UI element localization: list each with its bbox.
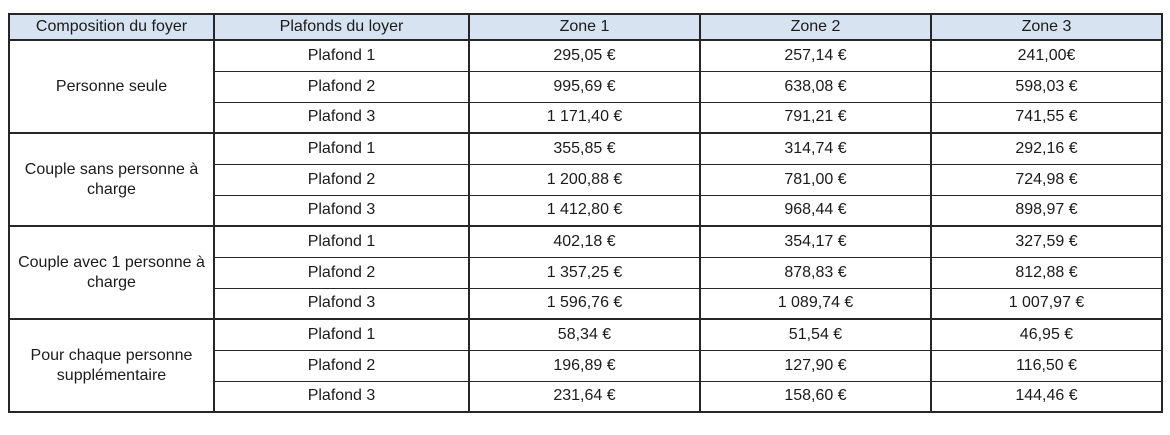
plafond-cell: Plafond 2 [213,349,470,382]
header-zone-1: Zone 1 [468,13,701,41]
zone-3-value-cell: 116,50 € [930,349,1163,382]
zone-1-value-cell: 995,69 € [468,70,701,103]
zone-2-value-cell: 354,17 € [699,225,932,258]
zone-3-value-cell: 292,16 € [930,132,1163,165]
plafond-cell: Plafond 3 [213,380,470,413]
plafond-cell: Plafond 3 [213,101,470,134]
table-row: Pour chaque personne supplémentaire Plafo… [8,318,1163,413]
plafond-cell: Plafond 2 [213,256,470,289]
rent-ceiling-table-container: Composition du foyer Plafonds du loyer Z… [8,13,1163,413]
header-plafonds-du-loyer: Plafonds du loyer [213,13,470,41]
plafond-cell: Plafond 2 [213,163,470,196]
rent-ceiling-table: Composition du foyer Plafonds du loyer Z… [8,13,1163,413]
zone-3-value-cell: 327,59 € [930,225,1163,258]
table-row: Couple sans personne à charge Plafond 1 35… [8,132,1163,227]
zone-3-value-cell: 898,97 € [930,194,1163,227]
plafond-cell: Plafond 3 [213,287,470,320]
table-row: Plafond 2 995,69 €638,08 €598,03 € [9,70,1163,103]
zone-3-value-cell: 724,98 € [930,163,1163,196]
zone-2-value-cell: 127,90 € [699,349,932,382]
zone-3-value-cell: 144,46 € [930,380,1163,413]
zone-1-value-cell: 355,85 € [468,132,701,165]
table-row: Couple avec 1 personne à charge Plafond 1… [8,225,1163,320]
plafond-cell: Plafond 1 [213,225,470,258]
zone-1-value-cell: 1 412,80 € [468,194,701,227]
zone-1-value-cell: 295,05 € [468,39,701,72]
household-composition-cell: Couple sans personne à charge [8,132,215,227]
plafond-cell: Plafond 2 [213,70,470,103]
zone-3-value-cell: 812,88 € [930,256,1163,289]
table-row: Personne seule Plafond 1 295,05 €257,14 €2… [8,39,1163,134]
zone-1-value-cell: 1 357,25 € [468,256,701,289]
zone-3-value-cell: 1 007,97 € [930,287,1163,320]
zone-1-value-cell: 196,89 € [468,349,701,382]
household-composition-cell: Personne seule [8,39,215,134]
zone-2-value-cell: 51,54 € [699,318,932,351]
zone-3-value-cell: 598,03 € [930,70,1163,103]
zone-3-value-cell: 46,95 € [930,318,1163,351]
plafond-cell: Plafond 3 [213,194,470,227]
zone-2-value-cell: 638,08 € [699,70,932,103]
zone-1-value-cell: 1 171,40 € [468,101,701,134]
zone-2-value-cell: 781,00 € [699,163,932,196]
zone-1-value-cell: 58,34 € [468,318,701,351]
zone-3-value-cell: 241,00€ [930,39,1163,72]
zone-2-value-cell: 878,83 € [699,256,932,289]
zone-1-value-cell: 1 596,76 € [468,287,701,320]
header-composition-du-foyer: Composition du foyer [8,13,215,41]
plafond-cell: Plafond 1 [213,132,470,165]
zone-2-value-cell: 158,60 € [699,380,932,413]
table-row: Plafond 3 231,64 €158,60 €144,46 € [9,380,1163,413]
header-zone-2: Zone 2 [699,13,932,41]
zone-1-value-cell: 231,64 € [468,380,701,413]
zone-2-value-cell: 968,44 € [699,194,932,227]
table-row: Plafond 2 196,89 €127,90 €116,50 € [9,349,1163,382]
household-composition-cell: Couple avec 1 personne à charge [8,225,215,320]
zone-2-value-cell: 1 089,74 € [699,287,932,320]
table-body: Personne seule Plafond 1 295,05 €257,14 €2… [8,39,1163,413]
zone-2-value-cell: 257,14 € [699,39,932,72]
zone-2-value-cell: 314,74 € [699,132,932,165]
zone-2-value-cell: 791,21 € [699,101,932,134]
zone-1-value-cell: 402,18 € [468,225,701,258]
household-composition-cell: Pour chaque personne supplémentaire [8,318,215,413]
plafond-cell: Plafond 1 [213,39,470,72]
zone-1-value-cell: 1 200,88 € [468,163,701,196]
plafond-cell: Plafond 1 [213,318,470,351]
zone-3-value-cell: 741,55 € [930,101,1163,134]
table-header: Composition du foyer Plafonds du loyer Z… [8,13,1163,41]
header-row: Composition du foyer Plafonds du loyer Z… [8,13,1163,41]
header-zone-3: Zone 3 [930,13,1163,41]
